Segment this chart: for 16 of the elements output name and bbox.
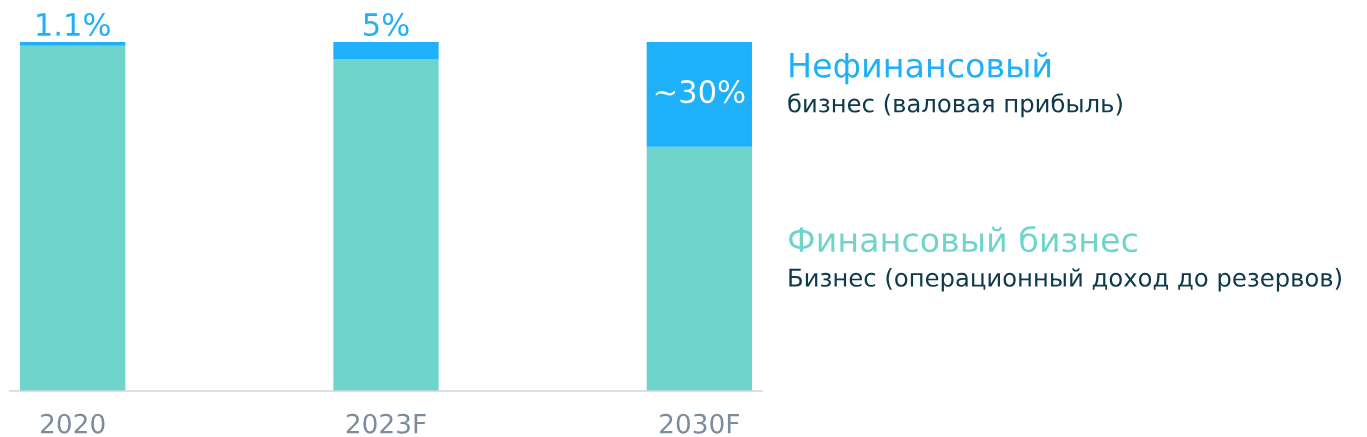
- series-label: Нефинансовый: [790, 52, 1051, 85]
- bar: [646, 146, 752, 391]
- series-label: Финансовый бизнес: [788, 225, 1137, 253]
- bar: [20, 45, 126, 391]
- bar: [646, 42, 752, 147]
- bar: [333, 42, 439, 60]
- bar: [20, 42, 126, 46]
- data-label: ~30%: [655, 80, 745, 104]
- text: бизнес (валовая прибыль): [788, 93, 1122, 118]
- text: Бизнес (операционный доход до резервов): [789, 268, 1342, 292]
- x-tick-label: 2023F: [346, 413, 426, 434]
- x-tick-label: 2020: [41, 413, 105, 434]
- bar: [333, 59, 439, 391]
- data-label: 5%: [364, 12, 409, 37]
- x-tick-label: 2030F: [660, 413, 739, 434]
- data-label: 1.1%: [37, 12, 110, 37]
